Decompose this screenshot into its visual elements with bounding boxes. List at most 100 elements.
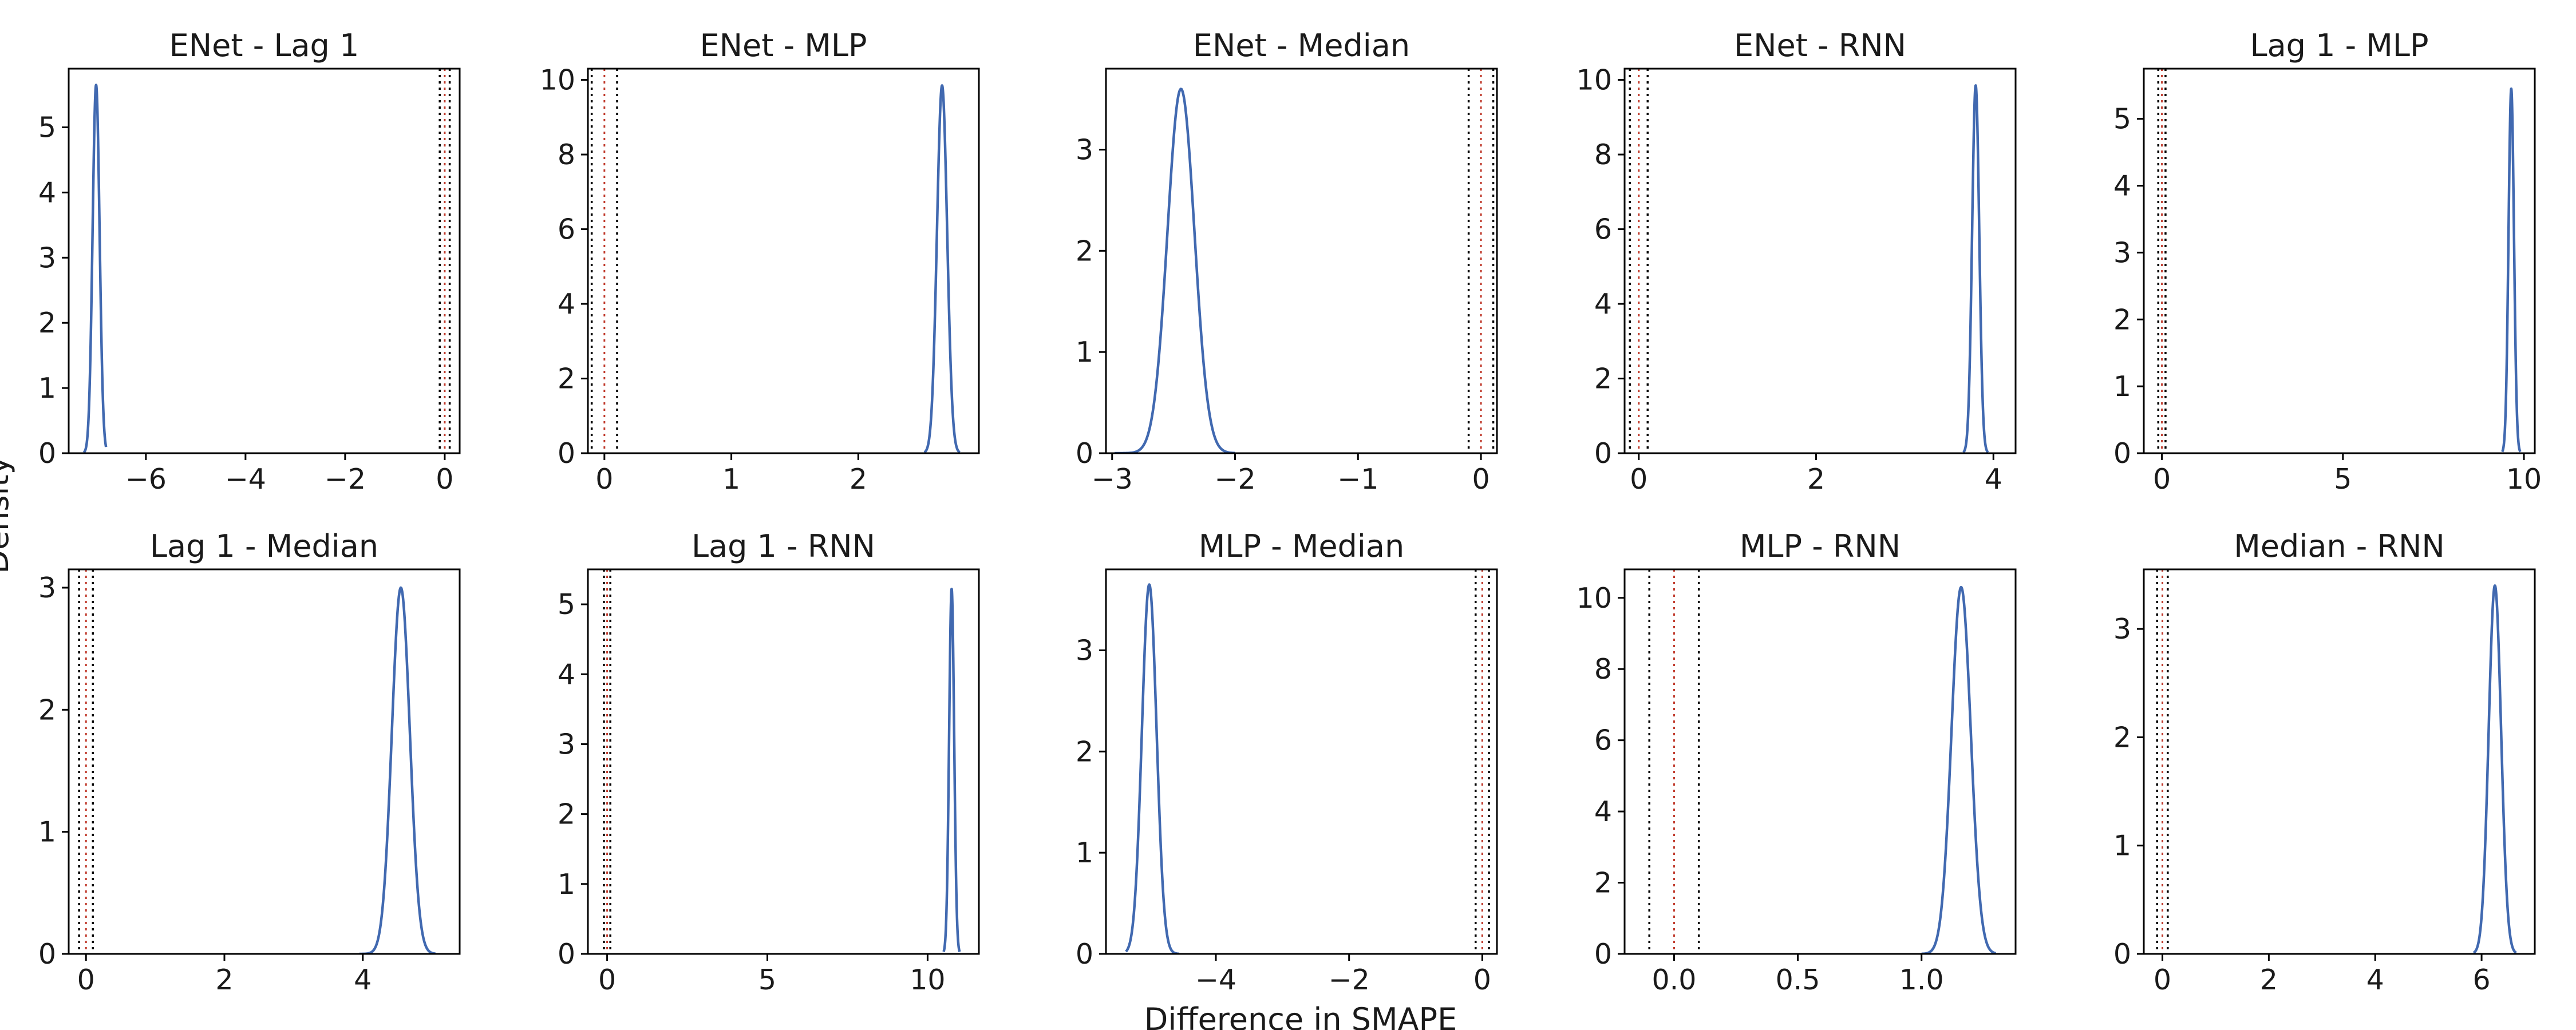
- subplot-title: MLP - Median: [1199, 528, 1404, 564]
- y-tick-label: 1: [38, 816, 56, 849]
- y-tick-label: 2: [1594, 867, 1612, 900]
- x-tick-label: 1.0: [1899, 964, 1944, 996]
- x-tick-label: 0: [436, 463, 453, 496]
- plot-area: [2156, 569, 2518, 954]
- y-tick-label: 2: [38, 307, 56, 339]
- kde-curve: [2501, 87, 2522, 453]
- axes-frame: [68, 568, 461, 955]
- y-tick-label: 4: [1594, 288, 1612, 320]
- y-tick-label: 2: [558, 798, 575, 831]
- subplot-title: Median - RNN: [2234, 528, 2445, 564]
- x-tick-label: 2: [215, 964, 233, 996]
- subplot-title: ENet - Lag 1: [169, 27, 359, 64]
- y-tick-label: 2: [1076, 735, 1093, 768]
- y-tick-label: 2: [558, 363, 575, 395]
- y-tick-label: 8: [1594, 138, 1612, 171]
- x-tick-label: −1: [1337, 463, 1378, 496]
- y-tick-label: 4: [38, 176, 56, 209]
- y-tick-label: 4: [2113, 170, 2131, 203]
- plot-area: [82, 69, 451, 453]
- subplot-title: Lag 1 - Median: [150, 528, 378, 564]
- y-tick-label: 0: [2113, 938, 2131, 970]
- plot-area: [1648, 569, 1997, 954]
- y-tick-label: 0: [558, 437, 575, 470]
- y-tick-label: 10: [1577, 64, 1612, 97]
- subplot: Median - RNN 0 2 4 6 0 1 2 3: [2113, 528, 2536, 996]
- subplot: MLP - RNN 0.0 0.5 1.0 0 2 4 6 8 10: [1577, 528, 2017, 996]
- x-tick-label: 4: [1985, 463, 2002, 496]
- y-tick-label: 3: [1076, 133, 1093, 166]
- y-tick-label: 0: [2113, 437, 2131, 470]
- x-tick-label: 0.5: [1776, 964, 1820, 996]
- plot-area: [1629, 69, 1989, 453]
- plot-area: [78, 569, 437, 954]
- subplot-title: Lag 1 - RNN: [692, 528, 875, 564]
- plot-area: [590, 69, 961, 453]
- x-tick-label: −4: [225, 463, 266, 496]
- y-tick-label: 0: [38, 938, 56, 970]
- subplot: ENet - Median −3 −2 −1 0 0 1 2 3: [1076, 27, 1498, 496]
- plot-area: [603, 569, 961, 954]
- x-tick-label: 0.0: [1652, 964, 1696, 996]
- axes-frame: [2143, 568, 2536, 955]
- subplot-title: ENet - Median: [1193, 27, 1410, 64]
- y-tick-label: 0: [558, 938, 575, 970]
- subplot: Lag 1 - MLP 0 5 10 0 1 2 3 4 5: [2113, 27, 2542, 496]
- kde-curve: [2472, 584, 2518, 954]
- x-tick-label: −4: [1195, 964, 1236, 996]
- x-tick-label: 5: [2334, 463, 2352, 496]
- x-tick-label: 10: [910, 964, 945, 996]
- x-tick-label: 0: [1472, 463, 1490, 496]
- y-tick-label: 3: [2113, 236, 2131, 269]
- plot-area: [1125, 569, 1490, 954]
- y-tick-label: 6: [558, 213, 575, 246]
- plot-area: [2157, 69, 2522, 453]
- axes-frame: [1623, 68, 2017, 454]
- y-axis-label: Density: [0, 456, 15, 573]
- x-tick-label: 0: [1630, 463, 1647, 496]
- y-tick-label: 3: [38, 241, 56, 274]
- x-axis-label: Difference in SMAPE: [1144, 1001, 1457, 1030]
- kde-curve: [82, 84, 108, 453]
- subplot: ENet - RNN 0 2 4 0 2 4 6 8 10: [1577, 27, 2017, 496]
- subplot: Lag 1 - Median 0 2 4 0 1 2 3: [38, 528, 461, 996]
- x-tick-label: −2: [325, 463, 366, 496]
- y-tick-label: 0: [1076, 437, 1093, 470]
- y-tick-label: 3: [1076, 634, 1093, 667]
- y-tick-label: 5: [2113, 103, 2131, 136]
- subplot-title: ENet - RNN: [1734, 27, 1906, 64]
- y-tick-label: 3: [2113, 613, 2131, 645]
- x-tick-label: 6: [2472, 964, 2490, 996]
- y-tick-label: 6: [1594, 213, 1612, 246]
- axes-frame: [68, 68, 461, 454]
- y-tick-label: 2: [1076, 235, 1093, 267]
- y-tick-label: 0: [1076, 938, 1093, 970]
- y-tick-label: 4: [558, 658, 575, 691]
- x-tick-label: 4: [354, 964, 372, 996]
- y-tick-label: 1: [2113, 370, 2131, 403]
- y-tick-label: 10: [540, 64, 575, 97]
- kde-curve: [942, 587, 961, 953]
- axes-frame: [587, 568, 980, 955]
- kde-curve: [1921, 585, 1997, 954]
- x-tick-label: 0: [595, 463, 613, 496]
- x-tick-label: 0: [1473, 964, 1491, 996]
- kde-curve: [1114, 88, 1236, 453]
- y-tick-label: 1: [1076, 336, 1093, 369]
- kde-curve: [1962, 84, 1989, 453]
- y-tick-label: 0: [38, 437, 56, 470]
- y-tick-label: 3: [558, 728, 575, 760]
- x-tick-label: −3: [1092, 463, 1133, 496]
- subplot: ENet - Lag 1 −6 −4 −2 0 0 1 2 3 4 5: [38, 27, 461, 496]
- y-tick-label: 0: [1594, 437, 1612, 470]
- y-tick-label: 1: [2113, 830, 2131, 862]
- kde-curve: [923, 84, 961, 453]
- y-tick-label: 5: [558, 588, 575, 621]
- subplot-title: MLP - RNN: [1740, 528, 1901, 564]
- y-tick-label: 2: [38, 694, 56, 726]
- x-tick-label: 2: [2260, 964, 2278, 996]
- y-tick-label: 10: [1577, 582, 1612, 615]
- kde-curve: [1125, 583, 1180, 954]
